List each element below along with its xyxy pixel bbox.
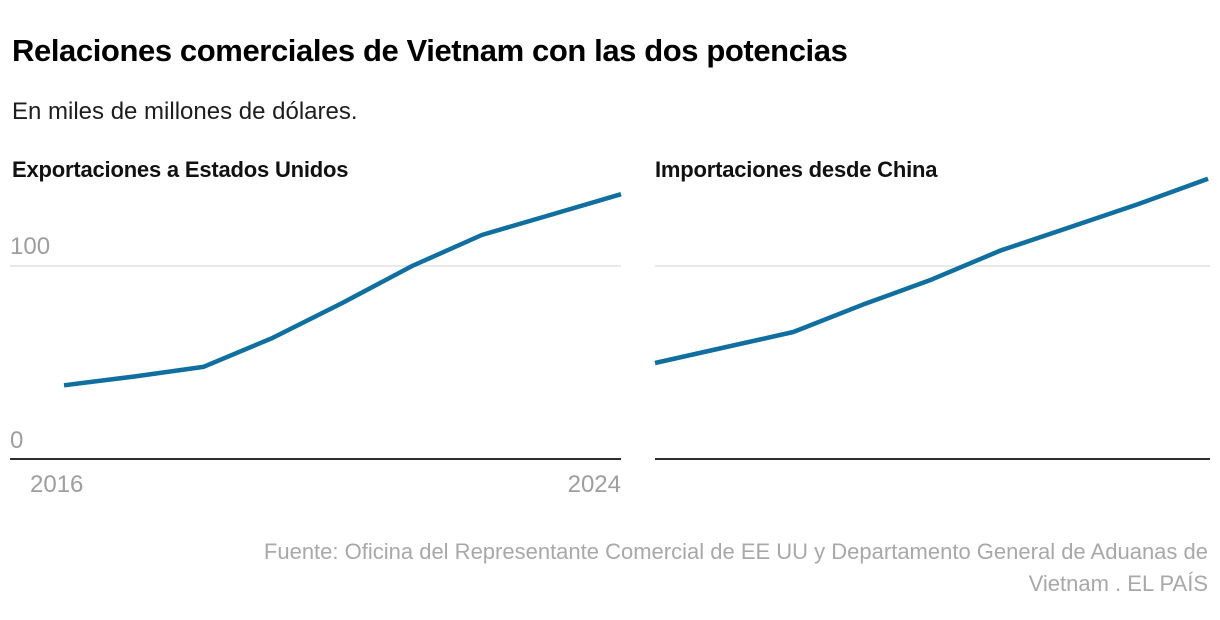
imports-china-trend-line bbox=[654, 176, 1209, 366]
gridline-100 bbox=[655, 265, 1210, 267]
imports-china-chart bbox=[654, 170, 1210, 470]
imports-china-line-plot bbox=[654, 176, 1209, 366]
source-credit-line-1: Fuente: Oficina del Representante Comerc… bbox=[263, 539, 1208, 564]
source-credit: Fuente: Oficina del Representante Comerc… bbox=[12, 536, 1208, 600]
x-axis-line bbox=[10, 458, 621, 460]
chart-title-imports-china: Importaciones desde China bbox=[655, 157, 938, 183]
y-tick-label-100: 100 bbox=[10, 233, 51, 260]
chart-title-exports-us: Exportaciones a Estados Unidos bbox=[12, 157, 349, 183]
x-axis-line bbox=[655, 458, 1210, 460]
exports-us-trend-line bbox=[63, 192, 622, 388]
x-tick-label-2016: 2016 bbox=[30, 471, 84, 498]
page-title: Relaciones comerciales de Vietnam con la… bbox=[12, 32, 848, 68]
source-credit-line-2: Vietnam . EL PAÍS bbox=[1028, 571, 1208, 596]
y-tick-label-0: 0 bbox=[10, 427, 24, 454]
exports-us-line-plot bbox=[63, 192, 622, 388]
gridline-100 bbox=[10, 265, 621, 267]
page-subtitle: En miles de millones de dólares. bbox=[12, 98, 358, 125]
x-tick-label-2024: 2024 bbox=[567, 471, 621, 498]
exports-us-chart: 100 0 bbox=[10, 170, 622, 470]
